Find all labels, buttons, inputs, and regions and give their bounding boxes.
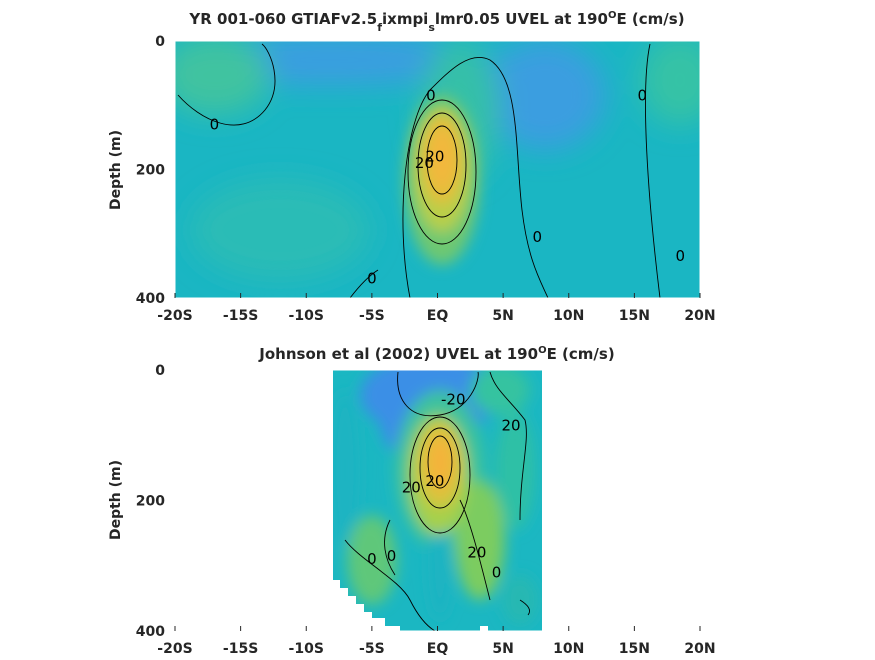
top-contour-label: 0 <box>532 228 542 246</box>
bottom-x-tick-label: 20N <box>684 641 715 656</box>
bottom-x-tick-label: -20S <box>157 641 192 656</box>
top-x-tick-label: 15N <box>619 308 650 324</box>
bottom-x-tick-label: 15N <box>619 641 650 656</box>
bottom-y-tick-label: 200 <box>136 494 165 510</box>
bottom-contour-label: 20 <box>501 416 520 434</box>
top-contour-label: 20 <box>425 148 444 166</box>
bottom-x-tick-label: EQ <box>427 641 449 656</box>
top-y-tick-label: 400 <box>136 291 165 307</box>
bottom-contour-label: 20 <box>402 478 421 496</box>
bottom-ylabel: Depth (m) <box>108 460 124 540</box>
top-x-tick-label: 20N <box>684 308 715 324</box>
top-x-tick-label: -10S <box>289 308 324 324</box>
bottom-y-tick-label: 400 <box>136 624 165 640</box>
top-y-tick-label: 0 <box>155 34 165 50</box>
top-contour-label: 20 <box>415 154 434 172</box>
bottom-x-tick-label: 10N <box>553 641 584 656</box>
bottom-contour-label: 0 <box>367 550 377 568</box>
top-title: YR 001-060 GTIAFv2.5fixmpislmr0.05 UVEL … <box>188 10 684 34</box>
top-ylabel: Depth (m) <box>108 130 124 210</box>
top-heatmap <box>175 41 700 298</box>
top-y-tick-label: 200 <box>136 163 165 179</box>
bottom-x-tick-label: -15S <box>223 641 258 656</box>
top-panel: YR 001-060 GTIAFv2.5fixmpislmr0.05 UVEL … <box>108 10 716 324</box>
top-x-tick-label: -20S <box>157 308 192 324</box>
bottom-contour-label: -20 <box>441 390 466 408</box>
bottom-contour-label: 0 <box>387 547 397 565</box>
top-contour-label: 0 <box>637 87 647 105</box>
top-contour-label: 0 <box>210 116 220 134</box>
bottom-heatmap <box>333 370 542 631</box>
bottom-title: Johnson et al (2002) UVEL at 190OE (cm/s… <box>258 345 614 363</box>
top-contours <box>177 43 661 298</box>
bottom-x-tick-label: -5S <box>359 641 385 656</box>
top-contour-label: 0 <box>367 270 377 288</box>
top-x-tick-label: -5S <box>359 308 385 324</box>
bottom-panel: Johnson et al (2002) UVEL at 190OE (cm/s… <box>108 345 716 657</box>
bottom-x-tick-label: -10S <box>289 641 324 656</box>
bottom-y-tick-label: 0 <box>155 363 165 379</box>
top-x-tick-label: -15S <box>223 308 258 324</box>
top-contour-label: 0 <box>426 87 436 105</box>
bottom-contours <box>344 371 531 631</box>
bottom-contour-label: 20 <box>425 472 444 490</box>
top-x-tick-label: 5N <box>492 308 513 324</box>
top-x-tick-label: 10N <box>553 308 584 324</box>
top-contour-label: 0 <box>676 247 686 265</box>
bottom-x-tick-label: 5N <box>492 641 513 656</box>
bottom-contour-label: 0 <box>492 563 502 581</box>
top-x-tick-label: EQ <box>427 308 449 324</box>
bottom-contour-label: 20 <box>467 544 486 562</box>
